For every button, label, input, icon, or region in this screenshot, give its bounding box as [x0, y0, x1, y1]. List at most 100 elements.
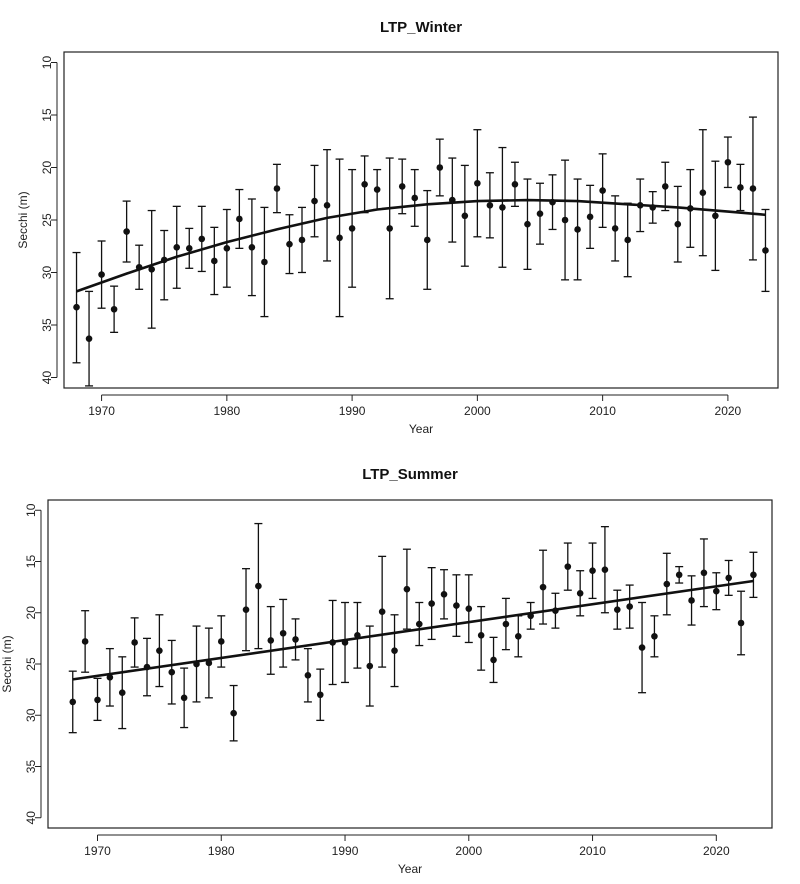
winter-x-tick-label: 1990 [339, 404, 366, 418]
winter-data-point [311, 197, 318, 205]
summer-data-point [366, 662, 374, 670]
summer-data-point [193, 660, 200, 668]
summer-x-tick-label: 2010 [579, 844, 606, 858]
summer-data-point [589, 567, 596, 575]
winter-data-point [712, 212, 719, 220]
summer-data-point [737, 619, 745, 627]
summer-y-tick-label: 30 [24, 708, 38, 722]
summer-data-point [440, 591, 448, 598]
summer-data-point [81, 638, 89, 645]
winter-data-point [762, 247, 769, 254]
winter-data-point [687, 205, 694, 212]
summer-y-tick-label: 35 [24, 760, 38, 774]
summer-data-point [403, 585, 411, 593]
winter-data-point [549, 198, 556, 206]
winter-data-point [636, 202, 644, 209]
winter-data-point [599, 187, 606, 194]
winter-data-point [649, 204, 657, 211]
summer-data-point [514, 633, 522, 640]
summer-x-tick-label: 2020 [703, 844, 730, 858]
winter-panel: LTP_Winter 1970 1980 1990 2000 2010 2020 10 15 20… [16, 19, 779, 436]
winter-x-tick-label: 2010 [589, 404, 616, 418]
summer-data-point [564, 563, 572, 570]
summer-data-point [354, 632, 361, 639]
summer-data-point [304, 671, 312, 679]
winter-data-point [624, 236, 631, 244]
winter-data-point [574, 226, 581, 233]
summer-data-point [626, 603, 633, 610]
winter-y-tick-label: 40 [40, 371, 54, 385]
summer-data-point [415, 620, 423, 628]
winter-data-point [273, 185, 281, 192]
summer-data-point [428, 600, 435, 607]
winter-data-point [73, 303, 80, 311]
winter-chart-title: LTP_Winter [380, 19, 462, 36]
summer-x-axis-label: Year [398, 862, 422, 876]
summer-data-point [143, 663, 151, 671]
winter-data-point [511, 181, 519, 188]
summer-x-tick-label: 1970 [84, 844, 111, 858]
winter-data-point [135, 263, 143, 271]
summer-y-axis-label: Secchi (m) [0, 635, 14, 692]
summer-data-point [638, 644, 646, 651]
winter-data-point [524, 220, 531, 228]
winter-data-point [160, 256, 168, 264]
summer-data-point [453, 602, 460, 609]
summer-data-point [316, 691, 324, 699]
summer-chart-title: LTP_Summer [362, 466, 458, 483]
summer-data-point [465, 605, 473, 612]
winter-data-point [98, 271, 105, 278]
winter-data-point [386, 225, 393, 232]
summer-y-tick-label: 15 [24, 555, 38, 569]
summer-trend-line [72, 579, 754, 681]
winter-data-point [449, 196, 456, 204]
winter-trend-line [76, 198, 766, 293]
winter-x-tick-label: 2020 [715, 404, 742, 418]
winter-data-point [423, 236, 431, 244]
summer-data-point [255, 582, 262, 590]
summer-data-point [651, 633, 658, 640]
winter-data-point [461, 212, 469, 220]
winter-data-point [699, 189, 707, 196]
winter-data-point [749, 185, 757, 192]
winter-data-point [236, 215, 243, 223]
summer-data-point [329, 639, 336, 646]
summer-data-point [279, 629, 287, 637]
winter-data-point [261, 258, 268, 266]
winter-data-point [398, 183, 406, 190]
winter-data-point [348, 225, 356, 232]
summer-data-point [230, 709, 237, 717]
winter-data-point [185, 245, 193, 252]
winter-data-point [499, 204, 506, 211]
summer-data-point [750, 571, 757, 579]
winter-data-point [211, 257, 218, 265]
summer-x-tick-label: 1990 [332, 844, 359, 858]
winter-data-point [223, 245, 231, 252]
winter-data-point [724, 158, 732, 166]
winter-y-tick-label: 20 [40, 161, 54, 175]
winter-data-point [611, 225, 619, 232]
summer-data-point [106, 674, 114, 681]
summer-data-point [341, 639, 349, 646]
summer-panel: LTP_Summer 1970 1980 1990 2000 2010 2020 10 15 20… [0, 466, 773, 876]
winter-y-tick-label: 10 [40, 56, 54, 70]
summer-y-tick-label: 20 [24, 606, 38, 620]
winter-y-tick-label: 25 [40, 213, 54, 227]
winter-y-tick-label: 35 [40, 318, 54, 332]
summer-data-point [675, 571, 683, 579]
summer-data-point [601, 566, 609, 573]
summer-data-point [94, 696, 101, 704]
summer-data-point [700, 569, 708, 577]
summer-data-point [118, 689, 126, 696]
summer-data-point [490, 656, 497, 664]
winter-x-tick-label: 1970 [88, 404, 115, 418]
summer-data-point [725, 574, 732, 582]
winter-data-point [536, 210, 544, 217]
summer-data-point [378, 608, 386, 616]
winter-data-point [248, 244, 256, 251]
summer-data-point [527, 612, 534, 620]
summer-data-point [168, 668, 176, 676]
winter-x-axis-label: Year [409, 422, 433, 436]
